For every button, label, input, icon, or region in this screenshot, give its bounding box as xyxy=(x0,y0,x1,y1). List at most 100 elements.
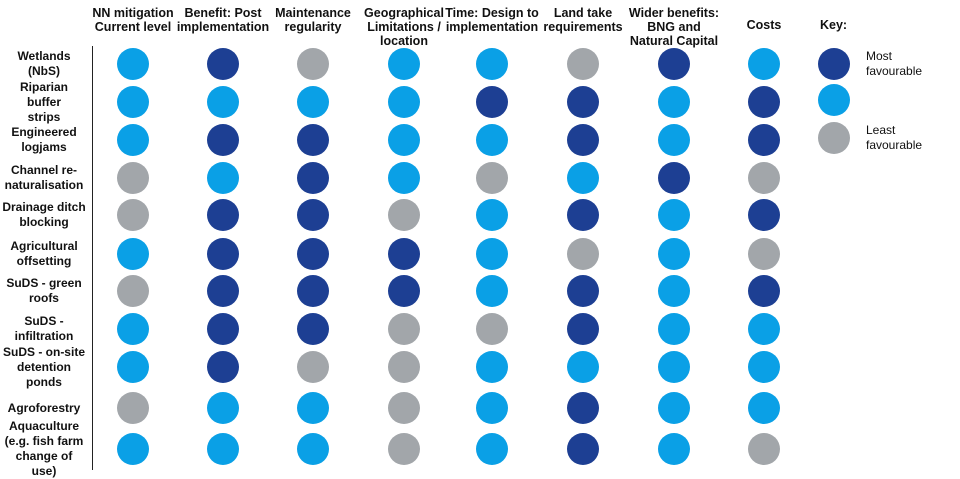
rating-dot-mid xyxy=(748,392,780,424)
rating-dot-mid xyxy=(748,351,780,383)
column-header: Time: Design to implementation xyxy=(445,6,539,34)
row-header: Agricultural offsetting xyxy=(10,239,78,268)
rating-dot-most xyxy=(567,313,599,345)
rating-dot-mid xyxy=(658,275,690,307)
rating-dot-mid xyxy=(658,433,690,465)
rating-dot-most xyxy=(567,275,599,307)
rating-dot-most xyxy=(207,313,239,345)
rating-dot-mid xyxy=(658,238,690,270)
rating-dot-most xyxy=(297,238,329,270)
row-header: Wetlands (NbS) xyxy=(17,49,71,78)
rating-dot-most xyxy=(567,199,599,231)
rating-dot-mid xyxy=(567,351,599,383)
rating-dot-most xyxy=(476,86,508,118)
rating-dot-least xyxy=(388,199,420,231)
rating-dot-mid xyxy=(388,124,420,156)
rating-dot-mid xyxy=(476,238,508,270)
key-title: Key: xyxy=(820,18,848,32)
rating-dot-mid xyxy=(207,86,239,118)
rating-dot-most xyxy=(207,199,239,231)
rating-dot-most xyxy=(567,433,599,465)
row-header: Channel re-naturalisation xyxy=(4,163,84,192)
rating-dot-mid xyxy=(476,124,508,156)
row-header: SuDS - infiltration xyxy=(14,314,74,343)
rating-dot-mid xyxy=(748,48,780,80)
row-header: Engineered logjams xyxy=(11,125,77,154)
rating-dot-mid xyxy=(476,392,508,424)
rating-dot-most xyxy=(207,275,239,307)
rating-dot-mid xyxy=(297,392,329,424)
rating-dot-mid xyxy=(476,275,508,307)
column-header: Land take requirements xyxy=(543,6,623,34)
rating-dot-most xyxy=(567,392,599,424)
rating-dot-least xyxy=(297,48,329,80)
rating-dot-mid xyxy=(567,162,599,194)
rating-dot-least xyxy=(117,162,149,194)
rating-dot-least xyxy=(748,433,780,465)
rating-dot-most xyxy=(748,199,780,231)
rating-dot-most xyxy=(748,86,780,118)
rating-dot-least xyxy=(388,313,420,345)
rating-dot-mid xyxy=(658,392,690,424)
rating-dot-least xyxy=(388,433,420,465)
rating-dot-mid xyxy=(117,238,149,270)
rating-dot-mid xyxy=(207,433,239,465)
key-dot-most xyxy=(818,48,850,80)
row-header: Riparian buffer strips xyxy=(19,79,68,124)
rating-dot-mid xyxy=(117,124,149,156)
rating-dot-most xyxy=(748,275,780,307)
rating-dot-mid xyxy=(476,48,508,80)
rating-dot-mid xyxy=(476,433,508,465)
rating-dot-mid xyxy=(658,124,690,156)
column-header: Benefit: Post implementation xyxy=(176,6,270,34)
rating-dot-least xyxy=(117,275,149,307)
rating-dot-least xyxy=(117,199,149,231)
rating-dot-mid xyxy=(748,313,780,345)
rating-dot-mid xyxy=(207,162,239,194)
rating-dot-most xyxy=(388,238,420,270)
row-header: Aquaculture (e.g. fish farm change of use) xyxy=(4,419,84,478)
rating-dot-mid xyxy=(658,86,690,118)
rating-dot-mid xyxy=(388,162,420,194)
rating-dot-least xyxy=(748,238,780,270)
rating-dot-mid xyxy=(297,86,329,118)
rating-dot-least xyxy=(117,392,149,424)
row-header: SuDS - green roofs xyxy=(6,276,82,305)
rating-dot-most xyxy=(658,48,690,80)
rating-dot-least xyxy=(476,313,508,345)
rating-dot-most xyxy=(207,48,239,80)
rating-dot-mid xyxy=(658,351,690,383)
column-header: Maintenance regularity xyxy=(275,6,351,34)
key-dot-mid xyxy=(818,84,850,116)
rating-dot-mid xyxy=(297,433,329,465)
rating-dot-least xyxy=(388,392,420,424)
rating-dot-most xyxy=(658,162,690,194)
rating-dot-least xyxy=(567,48,599,80)
rating-dot-least xyxy=(388,351,420,383)
rating-dot-most xyxy=(567,124,599,156)
rating-dot-mid xyxy=(117,86,149,118)
rating-dot-mid xyxy=(476,199,508,231)
rating-dot-most xyxy=(748,124,780,156)
row-header-divider xyxy=(92,46,93,470)
rating-dot-mid xyxy=(117,351,149,383)
rating-dot-most xyxy=(567,86,599,118)
rating-dot-mid xyxy=(388,86,420,118)
rating-dot-mid xyxy=(117,313,149,345)
rating-dot-mid xyxy=(207,392,239,424)
rating-dot-most xyxy=(388,275,420,307)
rating-dot-most xyxy=(297,275,329,307)
key-label: Most favourable xyxy=(866,49,923,78)
rating-dot-most xyxy=(207,124,239,156)
rating-dot-mid xyxy=(388,48,420,80)
rating-dot-most xyxy=(297,162,329,194)
rating-dot-mid xyxy=(658,313,690,345)
key-label: Least favourable xyxy=(866,123,923,152)
row-header: Agroforestry xyxy=(7,400,81,415)
rating-dot-most xyxy=(297,313,329,345)
column-header: NN mitigation Current level xyxy=(92,6,174,34)
rating-dot-most xyxy=(297,199,329,231)
rating-dot-most xyxy=(207,351,239,383)
column-header: Geographical Limitations / location xyxy=(364,6,444,48)
